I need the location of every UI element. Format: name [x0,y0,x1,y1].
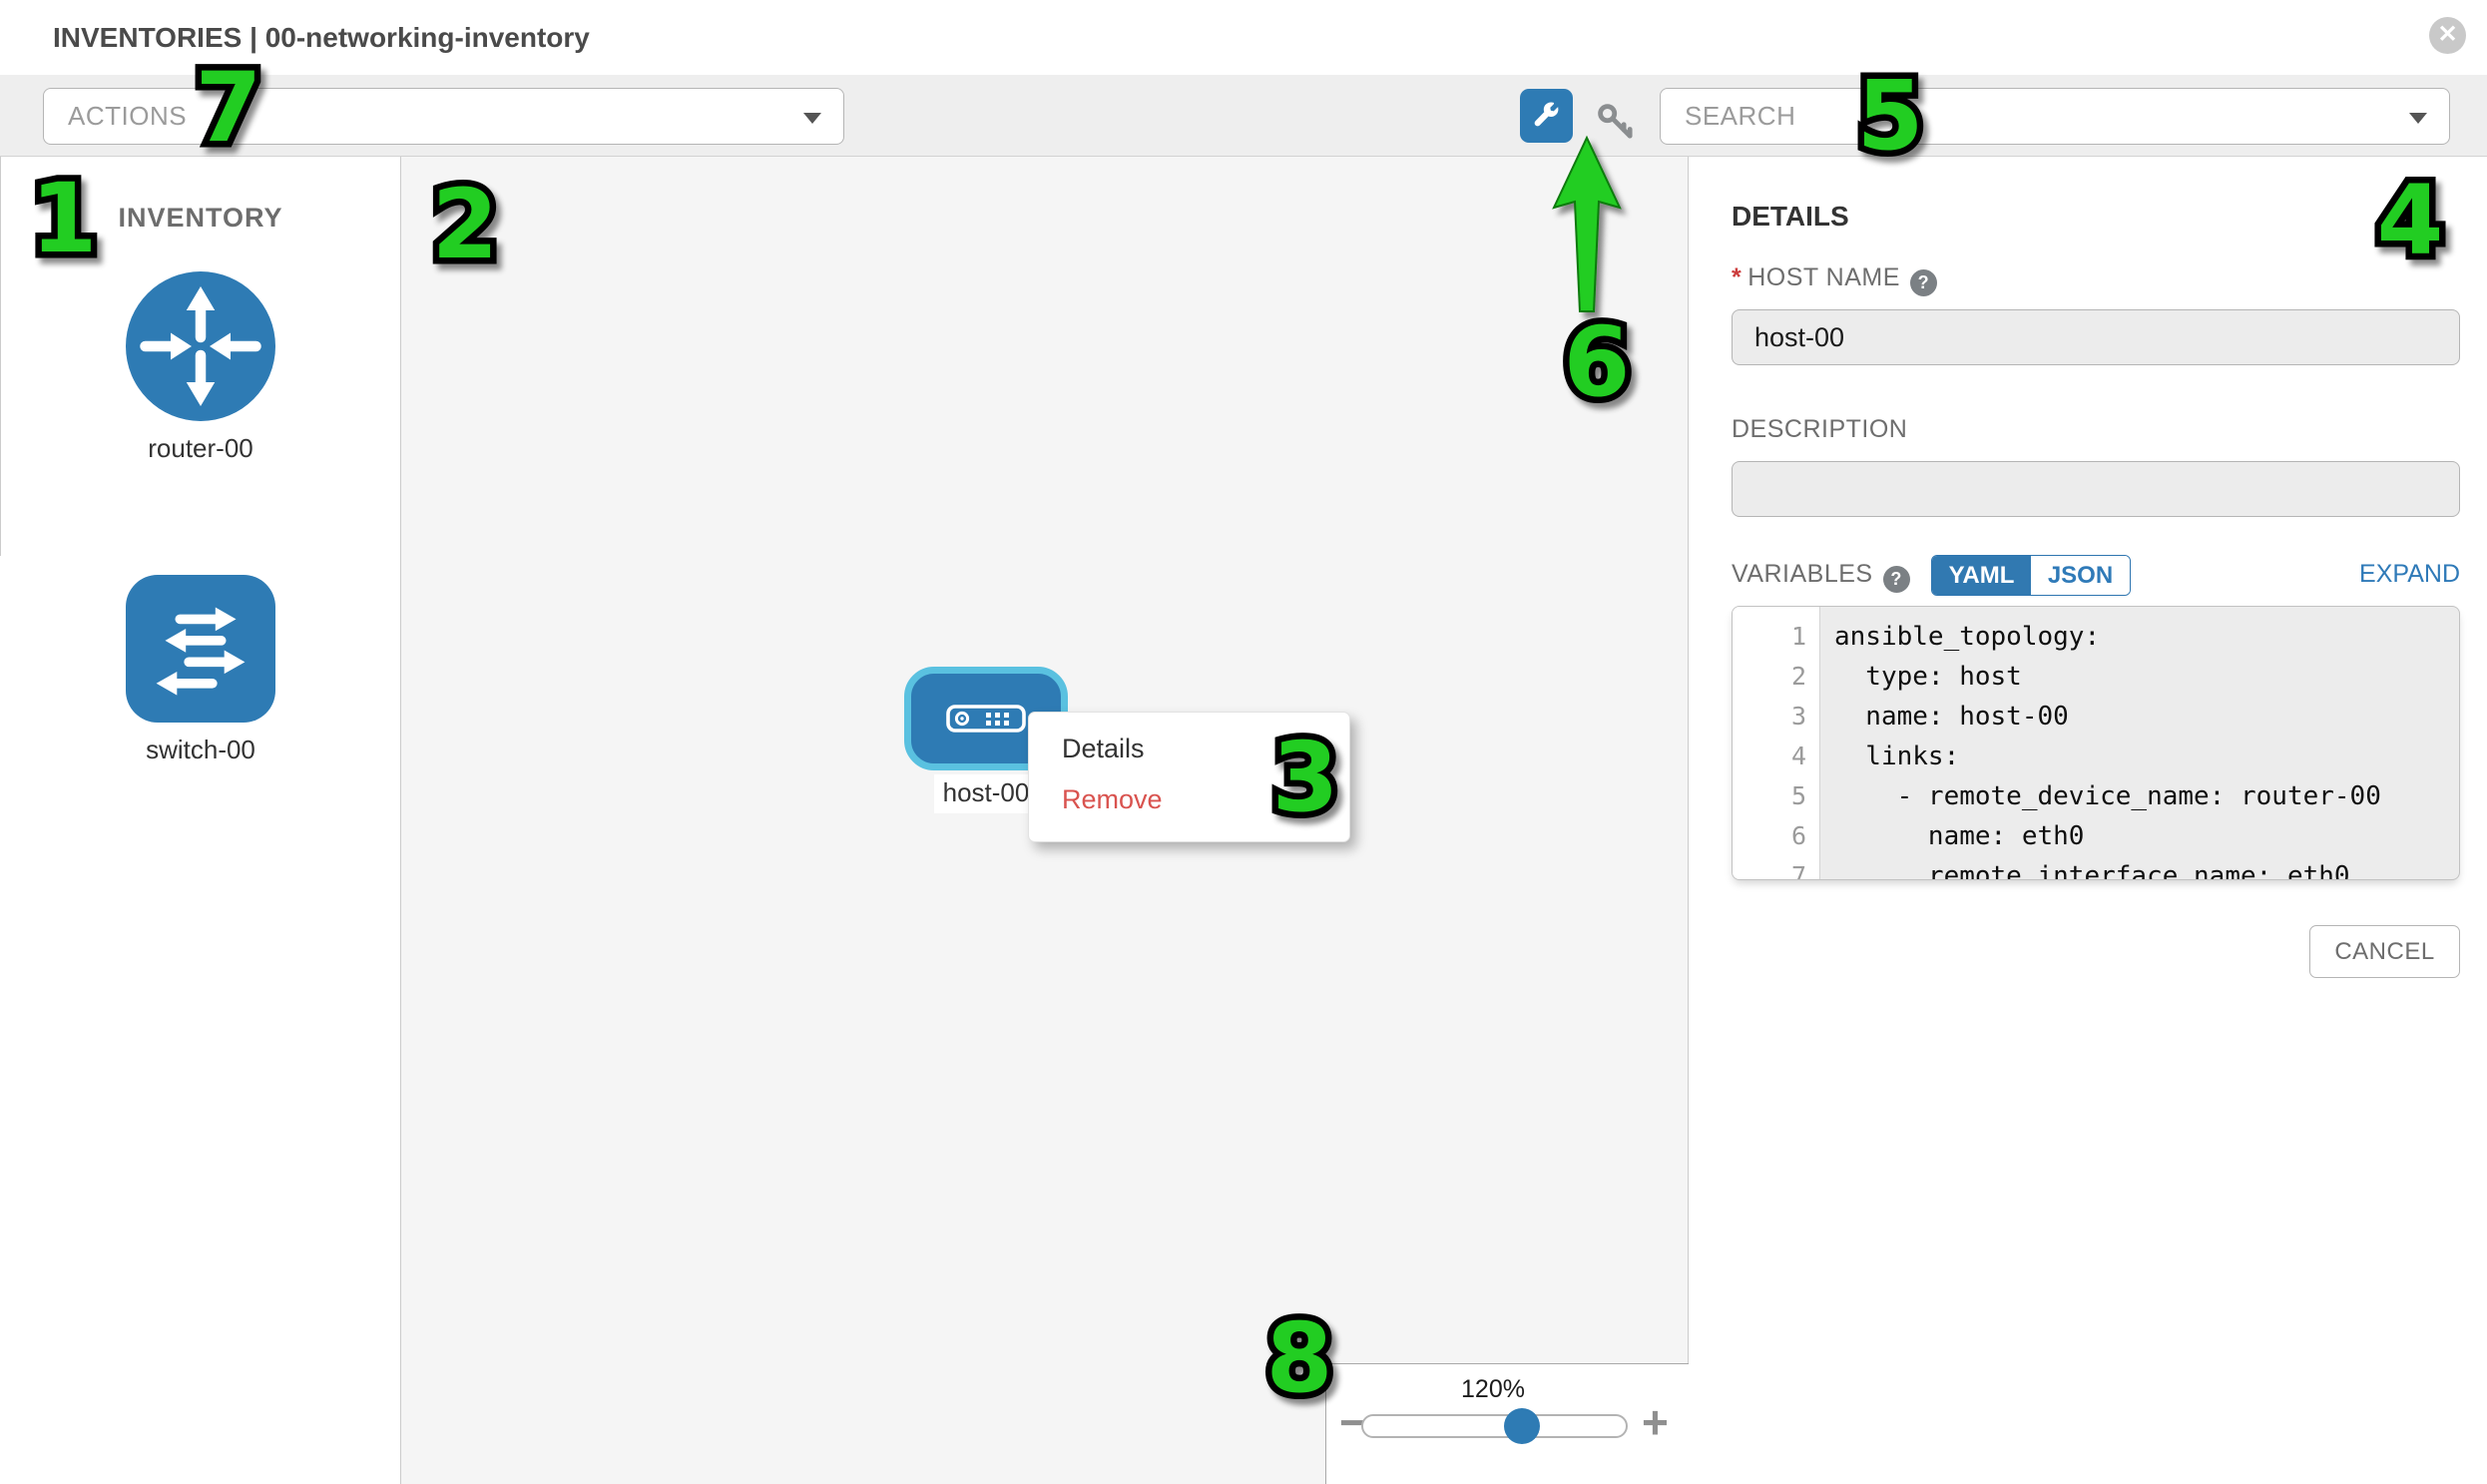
host-name-label: * HOST NAME? [1732,263,1937,296]
actions-dropdown[interactable]: ACTIONS [43,88,844,145]
actions-dropdown-label: ACTIONS [68,101,188,131]
close-icon[interactable]: ✕ [2429,17,2466,54]
editor-line: 4 links: [1790,742,1960,771]
help-icon[interactable]: ? [1882,566,1910,593]
details-heading: DETAILS [1732,201,1849,232]
inventory-heading: INVENTORY [118,203,283,233]
editor-line: 5 - remote_device_name: router-00 [1790,781,2381,811]
tools-button[interactable] [1520,89,1573,143]
variables-format-toggle: YAML JSON [1931,555,2131,596]
sidebar-item-router-00[interactable]: router-00 [0,271,401,464]
description-label: DESCRIPTION [1732,415,1908,443]
context-menu-item-remove[interactable]: Remove [1062,784,1163,814]
editor-line: 3 name: host-00 [1790,702,2069,732]
required-marker: * [1732,263,1742,291]
cancel-button[interactable]: CANCEL [2309,925,2460,978]
variables-editor[interactable]: 1 ansible_topology: 2 type: host 3 name:… [1732,606,2460,880]
host-name-input[interactable] [1732,309,2460,365]
node-context-menu: Details Remove [1028,712,1350,842]
zoom-in-button[interactable]: + [1642,1396,1669,1448]
editor-gutter [1733,607,1820,879]
tab-json[interactable]: JSON [2031,556,2130,595]
router-icon [126,271,275,421]
description-input[interactable] [1732,461,2460,517]
details-panel: DETAILS *HOST NAME? DESCRIPTION VARIABLE… [1689,157,2487,1484]
key-button[interactable] [1591,97,1641,147]
header: INVENTORIES | 00-networking-inventory ✕ [0,0,2487,75]
editor-line: 2 type: host [1790,662,2022,692]
zoom-slider-track[interactable] [1361,1414,1628,1438]
host-node-label: host-00 [934,774,1038,813]
editor-line: 7 remote_interface_name: eth0 [1790,861,2350,880]
zoom-level: 120% [1461,1375,1525,1403]
tab-yaml[interactable]: YAML [1932,556,2031,595]
help-icon[interactable]: ? [1909,269,1937,296]
switch-label: switch-00 [146,735,255,764]
toolbar: ACTIONS SEARCH [0,75,2487,157]
expand-link[interactable]: EXPAND [2359,560,2460,588]
search-dropdown[interactable]: SEARCH [1660,88,2450,145]
chevron-down-icon [803,113,821,124]
zoom-slider-handle[interactable] [1504,1408,1540,1444]
editor-line: 6 name: eth0 [1790,821,2085,851]
sidebar-item-switch-00[interactable]: switch-00 [0,575,401,765]
search-placeholder: SEARCH [1685,101,1796,131]
router-label: router-00 [148,433,253,463]
topology-canvas[interactable]: host-00 Details Remove 120% − + [401,157,1689,1484]
page-title: INVENTORIES | 00-networking-inventory [53,22,590,53]
editor-line: 1 ansible_topology: [1790,622,2101,652]
wrench-icon [1534,102,1559,127]
sidebar-divider [0,157,1,556]
chevron-down-icon [2409,113,2427,124]
key-icon [1598,104,1633,139]
zoom-control: 120% − + [1325,1363,1689,1484]
host-icon [946,705,1026,733]
variables-label: VARIABLES? [1732,560,1910,593]
context-menu-item-details[interactable]: Details [1062,734,1145,763]
switch-icon [126,575,275,723]
inventory-sidebar: INVENTORY router-00 [0,157,401,1484]
